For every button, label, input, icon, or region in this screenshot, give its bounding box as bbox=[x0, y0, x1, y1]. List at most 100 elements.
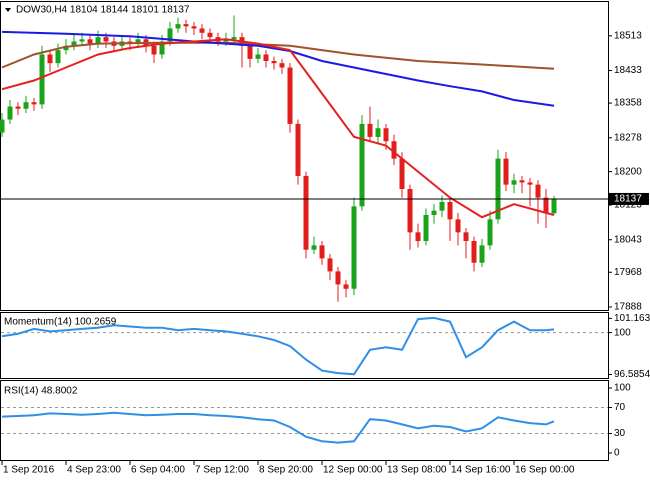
indicator-line bbox=[1, 411, 555, 444]
candle-body bbox=[87, 39, 93, 44]
candle-body bbox=[487, 219, 493, 246]
candle-body bbox=[23, 102, 29, 109]
momentum-panel-frame bbox=[0, 312, 609, 379]
candle-body bbox=[63, 45, 69, 51]
y-tick-label: 30 bbox=[614, 428, 626, 439]
y-tick-label: 18043 bbox=[614, 234, 642, 245]
candle-body bbox=[279, 63, 285, 68]
x-tick-label: 6 Sep 04:00 bbox=[131, 465, 185, 476]
candle-body bbox=[351, 206, 357, 289]
candle-body bbox=[423, 214, 429, 242]
candle-body bbox=[399, 158, 405, 189]
candle-body bbox=[343, 284, 349, 289]
candle-body bbox=[151, 45, 157, 55]
candle-body bbox=[551, 198, 557, 214]
candle-body bbox=[71, 41, 77, 46]
x-tick-label: 12 Sep 00:00 bbox=[323, 465, 383, 476]
candle-body bbox=[135, 39, 141, 44]
x-tick-label: 13 Sep 08:00 bbox=[387, 465, 447, 476]
candle-body bbox=[383, 128, 389, 142]
candle-body bbox=[503, 158, 509, 185]
y-tick-label: 100 bbox=[614, 383, 631, 394]
panel-title: DOW30,H4 18104 18144 18101 18137 bbox=[16, 5, 190, 16]
x-tick-label: 7 Sep 12:00 bbox=[195, 465, 249, 476]
candle-body bbox=[327, 258, 333, 272]
candle-body bbox=[175, 24, 181, 29]
y-tick-label: 18123 bbox=[614, 200, 642, 211]
y-tick-label: 17968 bbox=[614, 267, 642, 278]
candle-body bbox=[431, 210, 437, 215]
candle-body bbox=[471, 241, 477, 263]
x-tick-label: 4 Sep 23:00 bbox=[67, 465, 121, 476]
candle-body bbox=[15, 106, 21, 109]
candle-body bbox=[79, 39, 85, 42]
y-tick-label: 18278 bbox=[614, 132, 642, 143]
candle-body bbox=[319, 245, 325, 259]
candle-body bbox=[375, 128, 381, 137]
candle-body bbox=[191, 26, 197, 29]
candle-body bbox=[39, 54, 45, 105]
candle-body bbox=[183, 24, 189, 27]
x-tick-label: 16 Sep 00:00 bbox=[515, 465, 575, 476]
candle-body bbox=[335, 271, 341, 285]
x-tick-label: 8 Sep 20:00 bbox=[259, 465, 313, 476]
candle-body bbox=[407, 188, 413, 233]
indicator-line bbox=[1, 316, 555, 376]
candle-body bbox=[159, 41, 165, 55]
candle-body bbox=[95, 37, 101, 44]
candle-body bbox=[231, 37, 237, 40]
candle-body bbox=[391, 141, 397, 159]
candle-body bbox=[359, 123, 365, 207]
candle-body bbox=[455, 219, 461, 233]
candle-body bbox=[527, 182, 533, 185]
panel-title: Momentum(14) 100.2659 bbox=[4, 317, 117, 328]
x-tick-label: 1 Sep 2016 bbox=[3, 465, 55, 476]
y-tick-label: 18433 bbox=[614, 65, 642, 76]
candle-body bbox=[295, 123, 301, 176]
candle-body bbox=[287, 67, 293, 124]
candle-body bbox=[511, 180, 517, 185]
candle-body bbox=[0, 119, 5, 133]
moving-average bbox=[1, 30, 555, 107]
y-tick-label: 18358 bbox=[614, 98, 642, 109]
x-tick-label: 14 Sep 16:00 bbox=[451, 465, 511, 476]
candle-body bbox=[303, 175, 309, 250]
candle-body bbox=[535, 184, 541, 198]
candle-body bbox=[439, 201, 445, 211]
main-panel-frame bbox=[0, 1, 609, 311]
y-tick-label: 0 bbox=[614, 448, 620, 459]
candle-body bbox=[463, 232, 469, 242]
candle-body bbox=[47, 54, 53, 64]
y-tick-label: 18200 bbox=[614, 166, 642, 177]
candle-body bbox=[263, 54, 269, 61]
candle-body bbox=[519, 180, 525, 183]
candle-body bbox=[543, 197, 549, 214]
candle-body bbox=[199, 28, 205, 33]
price-label: 18137 bbox=[614, 194, 642, 205]
candle-body bbox=[7, 106, 13, 120]
candle-body bbox=[31, 102, 37, 105]
candle-body bbox=[311, 245, 317, 250]
candle-body bbox=[103, 37, 109, 42]
candle-body bbox=[271, 60, 277, 64]
price-label-box bbox=[609, 192, 649, 205]
y-tick-label: 70 bbox=[614, 402, 626, 413]
candle-body bbox=[447, 201, 453, 220]
candle-body bbox=[207, 32, 213, 38]
y-tick-label: 96.5854 bbox=[614, 369, 650, 380]
candle-body bbox=[167, 28, 173, 42]
dropdown-icon bbox=[5, 8, 11, 12]
candle-body bbox=[495, 158, 501, 220]
panel-title: RSI(14) 48.8002 bbox=[4, 386, 78, 397]
candle-body bbox=[247, 45, 253, 59]
rsi-panel-frame bbox=[0, 380, 609, 461]
y-tick-label: 17888 bbox=[614, 302, 642, 313]
candle-body bbox=[223, 39, 229, 42]
candle-body bbox=[367, 123, 373, 137]
candle-body bbox=[55, 50, 61, 64]
candle-body bbox=[415, 232, 421, 242]
y-tick-label: 100 bbox=[614, 327, 631, 338]
